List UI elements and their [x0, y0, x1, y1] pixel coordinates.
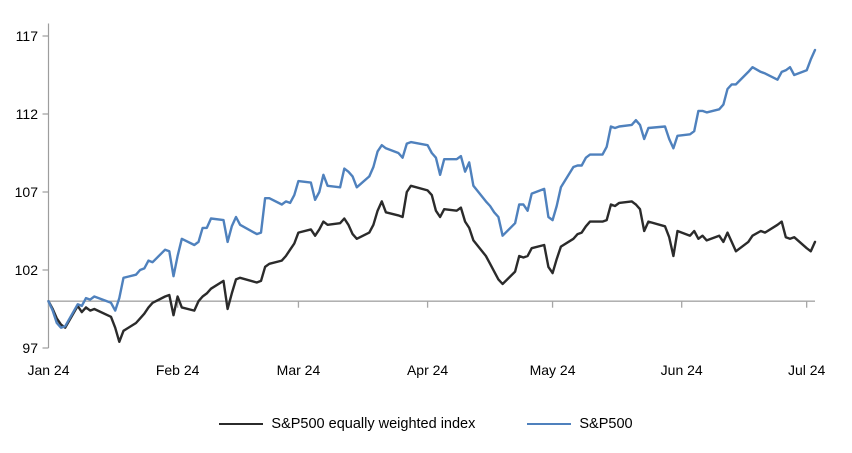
- legend-item-sp500: S&P500: [527, 416, 633, 432]
- sp500-line-swatch: [527, 423, 572, 425]
- x-axis-label: May 24: [530, 362, 576, 378]
- x-axis-label: Apr 24: [407, 362, 448, 378]
- chart-canvas: 97 102 107 112 117 Jan 24 Feb 24 Mar 24 Apr 24 Ma…: [15, 23, 826, 378]
- chart-legend: S&P500 equally weighted index S&P500: [0, 412, 852, 436]
- y-axis-label: 107: [15, 184, 39, 200]
- x-axis-label: Mar 24: [277, 362, 321, 378]
- equal-weight-index-line: [47, 184, 817, 343]
- y-axis-label: 112: [16, 106, 39, 122]
- y-axis-label: 102: [15, 262, 39, 278]
- x-axis-label: Jun 24: [661, 362, 703, 378]
- x-axis-label: Jan 24: [27, 362, 69, 378]
- legend-label-sp500: S&P500: [579, 416, 633, 432]
- x-axis-label: Jul 24: [788, 362, 826, 378]
- y-axis-label: 117: [16, 28, 39, 44]
- legend-item-equal-weight: S&P500 equally weighted index: [219, 416, 475, 432]
- equal-weight-line-swatch: [219, 423, 264, 425]
- y-axis-label: 97: [22, 340, 38, 356]
- x-axis-label: Feb 24: [156, 362, 200, 378]
- legend-label-equal-weight: S&P500 equally weighted index: [271, 416, 476, 432]
- sp500-index-line: [47, 48, 817, 329]
